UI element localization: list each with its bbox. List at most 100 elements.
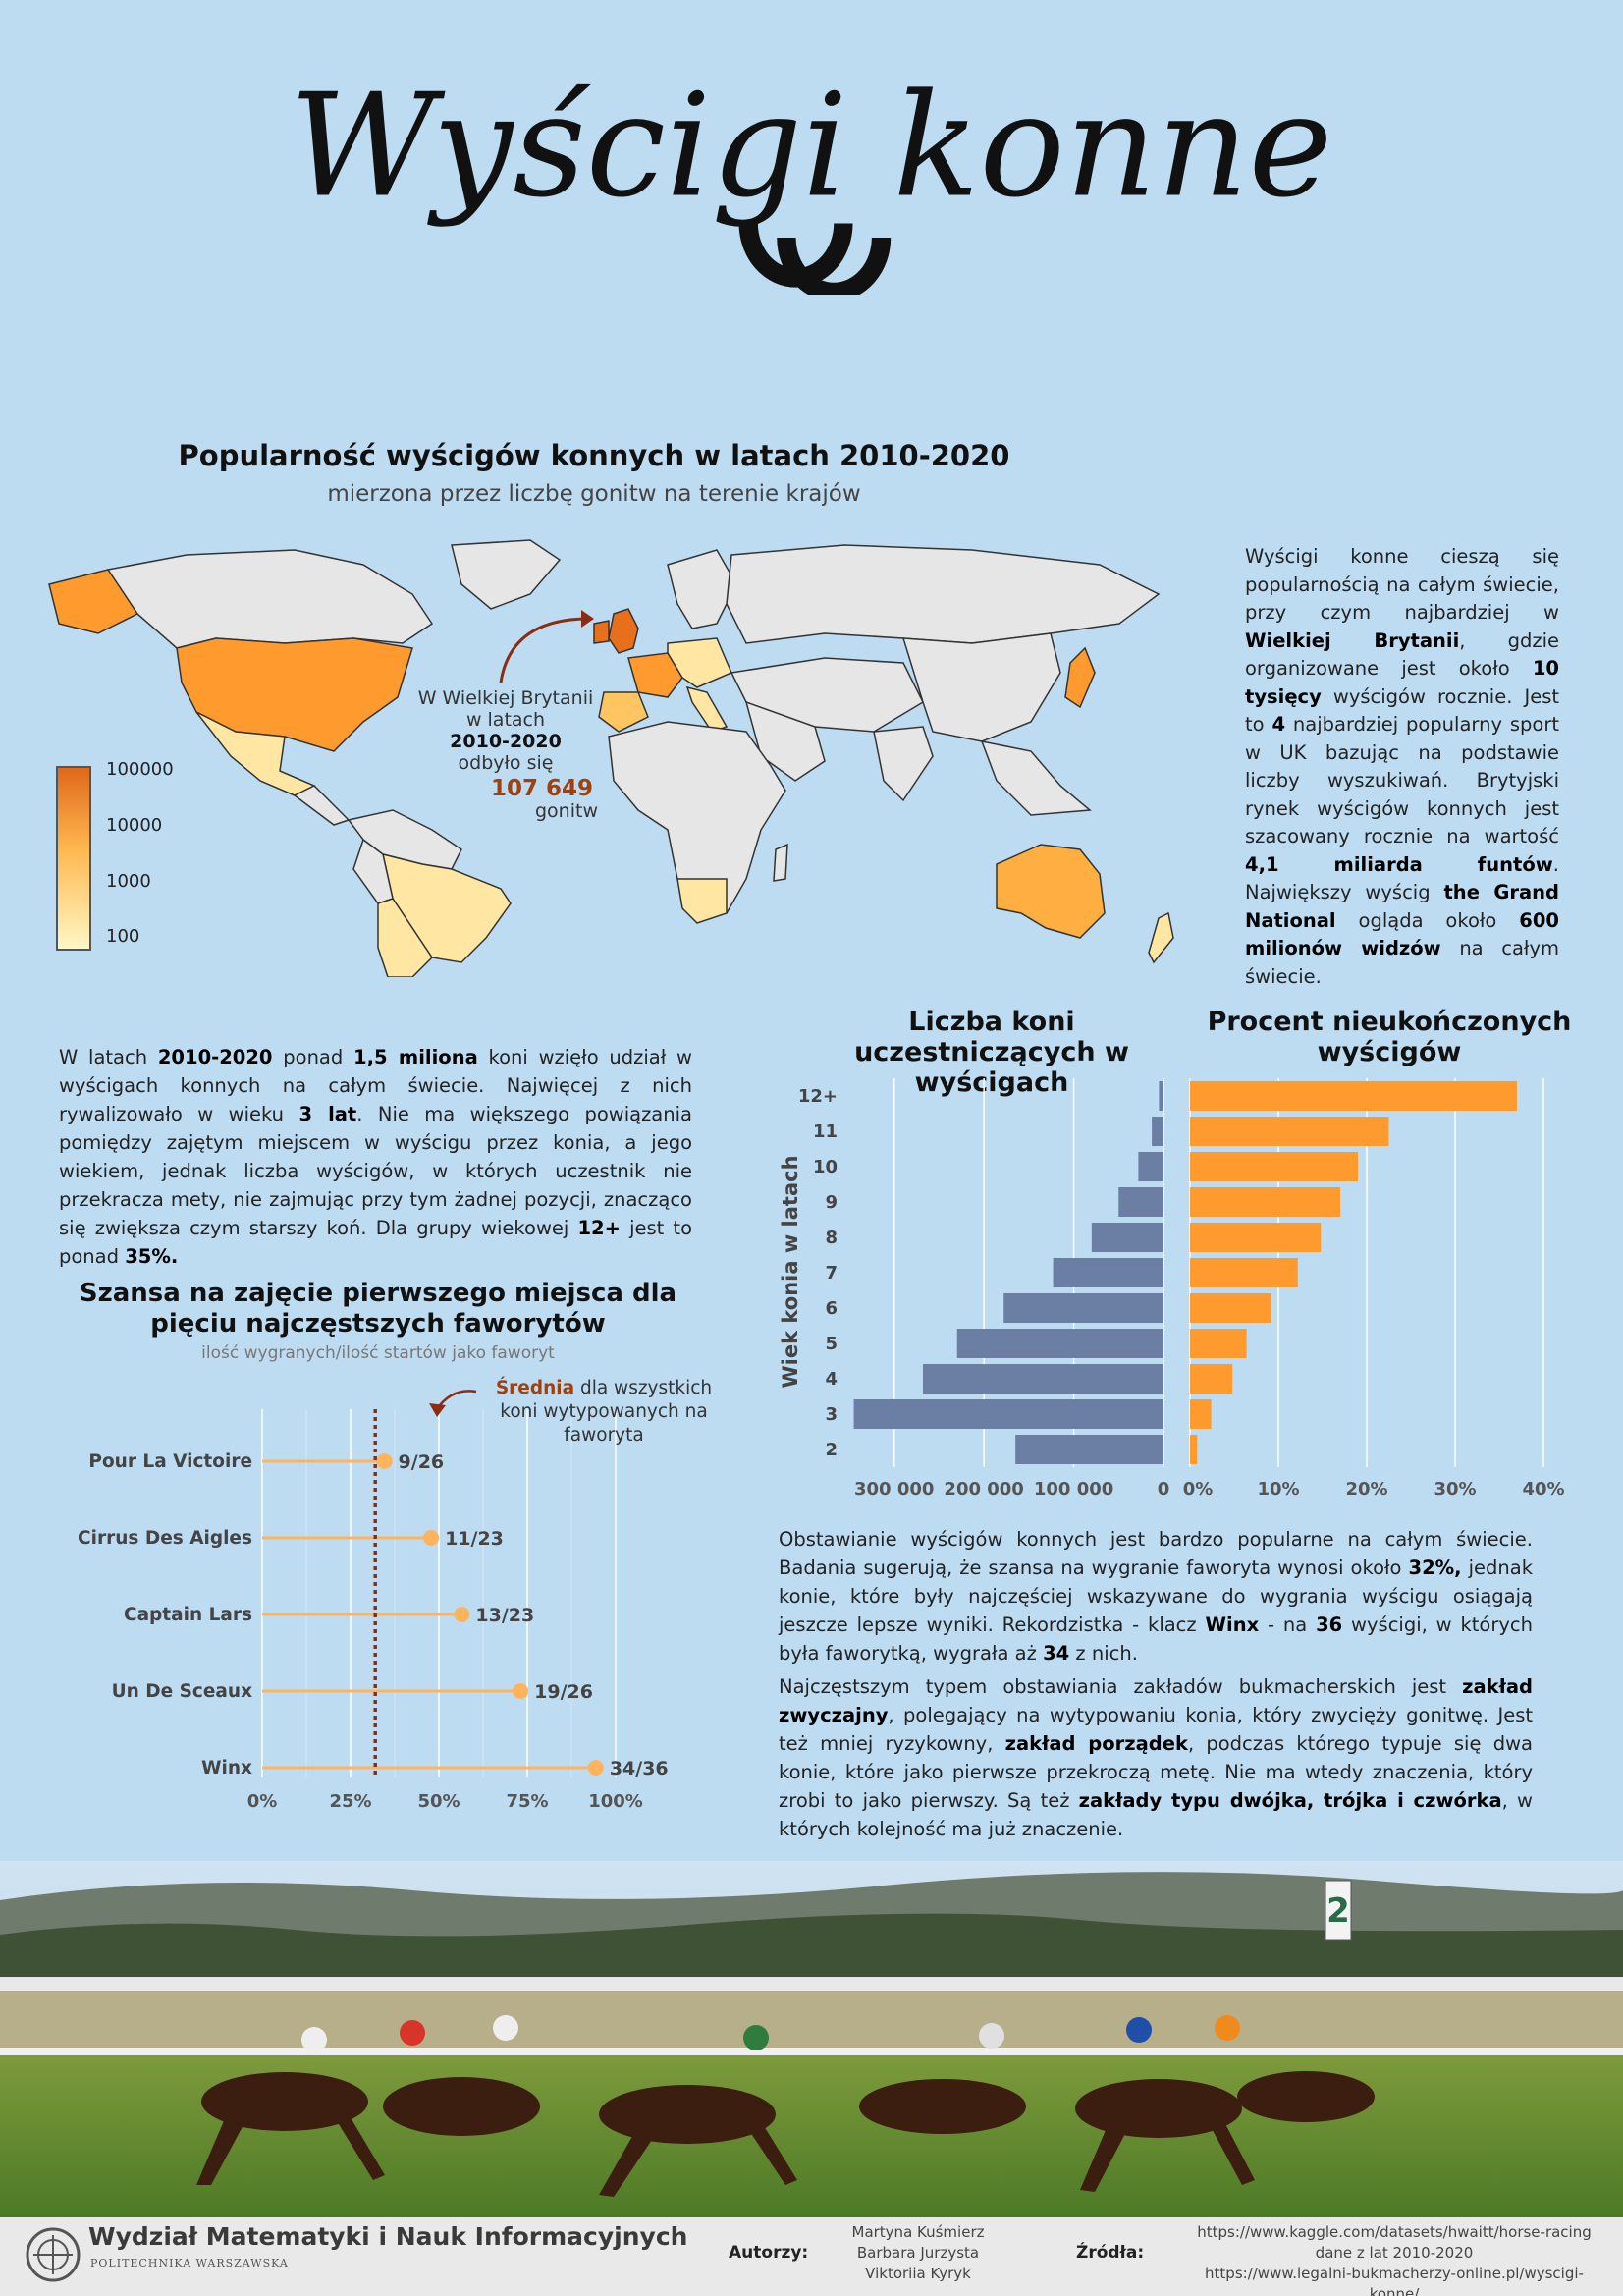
x-tick-label: 20% (1345, 1479, 1387, 1500)
average-label-line3: faworyta (564, 1425, 643, 1446)
map-legend-gradient (56, 766, 91, 951)
horses-bar (1159, 1081, 1163, 1111)
age-axis-label: Wiek konia w latach (779, 1155, 802, 1388)
y-tick-label: 9 (825, 1192, 838, 1213)
map-central-europe (667, 637, 732, 688)
horses-bar (1053, 1258, 1163, 1287)
map-subtitle: mierzona przez liczbę gonitw na terenie … (327, 481, 861, 507)
authors-list: Martyna Kuśmierz Barbara Jurzysta Viktorii… (851, 2223, 985, 2282)
win-ratio-label: 9/26 (399, 1451, 445, 1473)
lollipop-dot (423, 1530, 440, 1546)
x-tick-label: 30% (1434, 1479, 1476, 1500)
x-tick-label: 25% (329, 1791, 371, 1812)
age-paragraph: W latach 2010-2020 ponad 1,5 miliona kon… (59, 1046, 692, 1268)
average-label-line2: koni wytypowanych na (500, 1401, 707, 1422)
legend-label-100000: 100000 (106, 759, 174, 780)
average-label: Średnia dla wszystkich (496, 1377, 712, 1398)
y-tick-label: 2 (825, 1440, 838, 1460)
x-tick-label: 0% (247, 1791, 278, 1812)
favorite-name: Winx (201, 1758, 252, 1778)
intro-paragraph: Wyścigi konne cieszą się popularnością n… (1245, 545, 1560, 988)
map-india (873, 726, 934, 802)
branch-left-icon (373, 291, 658, 295)
horses-bar (922, 1364, 1163, 1394)
horses-bar (853, 1399, 1163, 1429)
branch-right-icon (971, 291, 1251, 295)
map-madagascar (773, 843, 788, 882)
unfinished-bar (1190, 1117, 1389, 1146)
favorite-name: Un De Sceaux (112, 1681, 252, 1702)
race-photo: 2 (0, 1861, 1623, 2217)
horses-bar (1015, 1435, 1163, 1464)
lollipop-dot (454, 1607, 470, 1622)
unfinished-bar (1190, 1223, 1322, 1252)
map-ireland (593, 620, 610, 644)
sources-list: https://www.kaggle.com/datasets/hwaitt/h… (1183, 2222, 1605, 2296)
x-tick-label: 200 000 (944, 1479, 1023, 1500)
unfinished-bar (1190, 1435, 1198, 1464)
university-logo-icon (26, 2227, 81, 2282)
faculty-name: Wydział Matematyki i Nauk Informacyjnych (88, 2222, 688, 2251)
y-tick-label: 5 (825, 1334, 838, 1354)
horses-bar (1138, 1152, 1163, 1181)
unfinished-bar (1190, 1187, 1340, 1217)
favorites-chart-subtitle: ilość wygranych/ilość startów jako fawor… (201, 1343, 555, 1363)
horses-icon (196, 2071, 1375, 2197)
win-ratio-label: 11/23 (445, 1528, 504, 1550)
map-china (901, 632, 1061, 742)
favorites-chart: 0% 25% 50% 75% 100% Pour La Victoire 9/26 Cirru… (78, 1377, 712, 1812)
favorites-chart-title: Szansa na zajęcie pierwszego miejsca dla… (79, 1279, 677, 1339)
win-ratio-label: 13/23 (475, 1605, 534, 1626)
y-tick-label: 6 (825, 1298, 838, 1319)
win-ratio-label: 19/26 (534, 1681, 593, 1703)
map-africa (608, 721, 786, 919)
y-tick-label: 7 (825, 1263, 838, 1284)
x-tick-label: 100 000 (1034, 1479, 1113, 1500)
favorite-name: Pour La Victoire (88, 1451, 252, 1472)
map-iberia (598, 691, 649, 733)
map-alaska (48, 569, 139, 634)
x-tick-label: 100% (588, 1791, 643, 1812)
map-central-america (293, 785, 351, 826)
y-tick-label: 8 (825, 1228, 838, 1248)
unfinished-bar (1190, 1364, 1233, 1394)
unfinished-bars: 0% 10% 20% 30% 40% (1183, 1078, 1565, 1500)
map-uk (608, 608, 639, 654)
map-middle-east (744, 700, 826, 782)
uk-annotation: W Wielkiej Brytanii w latach 2010-2020 o… (417, 687, 594, 774)
map-argentina (377, 898, 433, 977)
map-australia (996, 844, 1106, 939)
unfinished-bar (1190, 1081, 1517, 1111)
map-greenland (451, 539, 562, 610)
annotation-arrow-icon (499, 617, 590, 683)
x-tick-label: 10% (1257, 1479, 1299, 1500)
y-tick-label: 11 (813, 1121, 838, 1142)
y-tick-label: 12+ (798, 1086, 838, 1107)
x-tick-label: 0% (1183, 1479, 1214, 1500)
horses-bar (956, 1329, 1163, 1358)
map-scandinavia (667, 549, 737, 629)
horses-chart-title: Liczba koni uczestniczących w wyścigach (854, 1007, 1129, 1098)
uk-race-count: 107 649 (491, 776, 594, 801)
uk-annotation-unit: gonitw (535, 800, 598, 822)
world-map (48, 539, 1174, 977)
source-link[interactable]: https://www.kaggle.com/datasets/hwaitt/h… (1197, 2223, 1592, 2241)
unfinished-chart-title: Procent nieukończonych wyścigów (1207, 1007, 1572, 1067)
favorite-name: Captain Lars (124, 1605, 252, 1625)
lollipop-dot (513, 1683, 529, 1699)
source-link[interactable]: https://www.legalni-bukmacherzy-online.p… (1205, 2265, 1584, 2296)
map-russia (726, 544, 1161, 644)
unfinished-bar (1190, 1329, 1247, 1358)
x-tick-label: 40% (1522, 1479, 1564, 1500)
unfinished-bar (1190, 1258, 1298, 1287)
sources-label: Źródła: (1076, 2243, 1145, 2263)
map-usa (176, 637, 413, 752)
legend-label-100: 100 (106, 926, 140, 947)
y-tick-label: 4 (825, 1369, 838, 1390)
unfinished-bar (1190, 1399, 1212, 1429)
map-new-zealand (1148, 911, 1174, 964)
favorite-name: Cirrus Des Aigles (78, 1528, 252, 1549)
unfinished-bar (1190, 1152, 1358, 1181)
y-tick-label: 3 (825, 1404, 838, 1425)
map-canada (97, 549, 434, 649)
